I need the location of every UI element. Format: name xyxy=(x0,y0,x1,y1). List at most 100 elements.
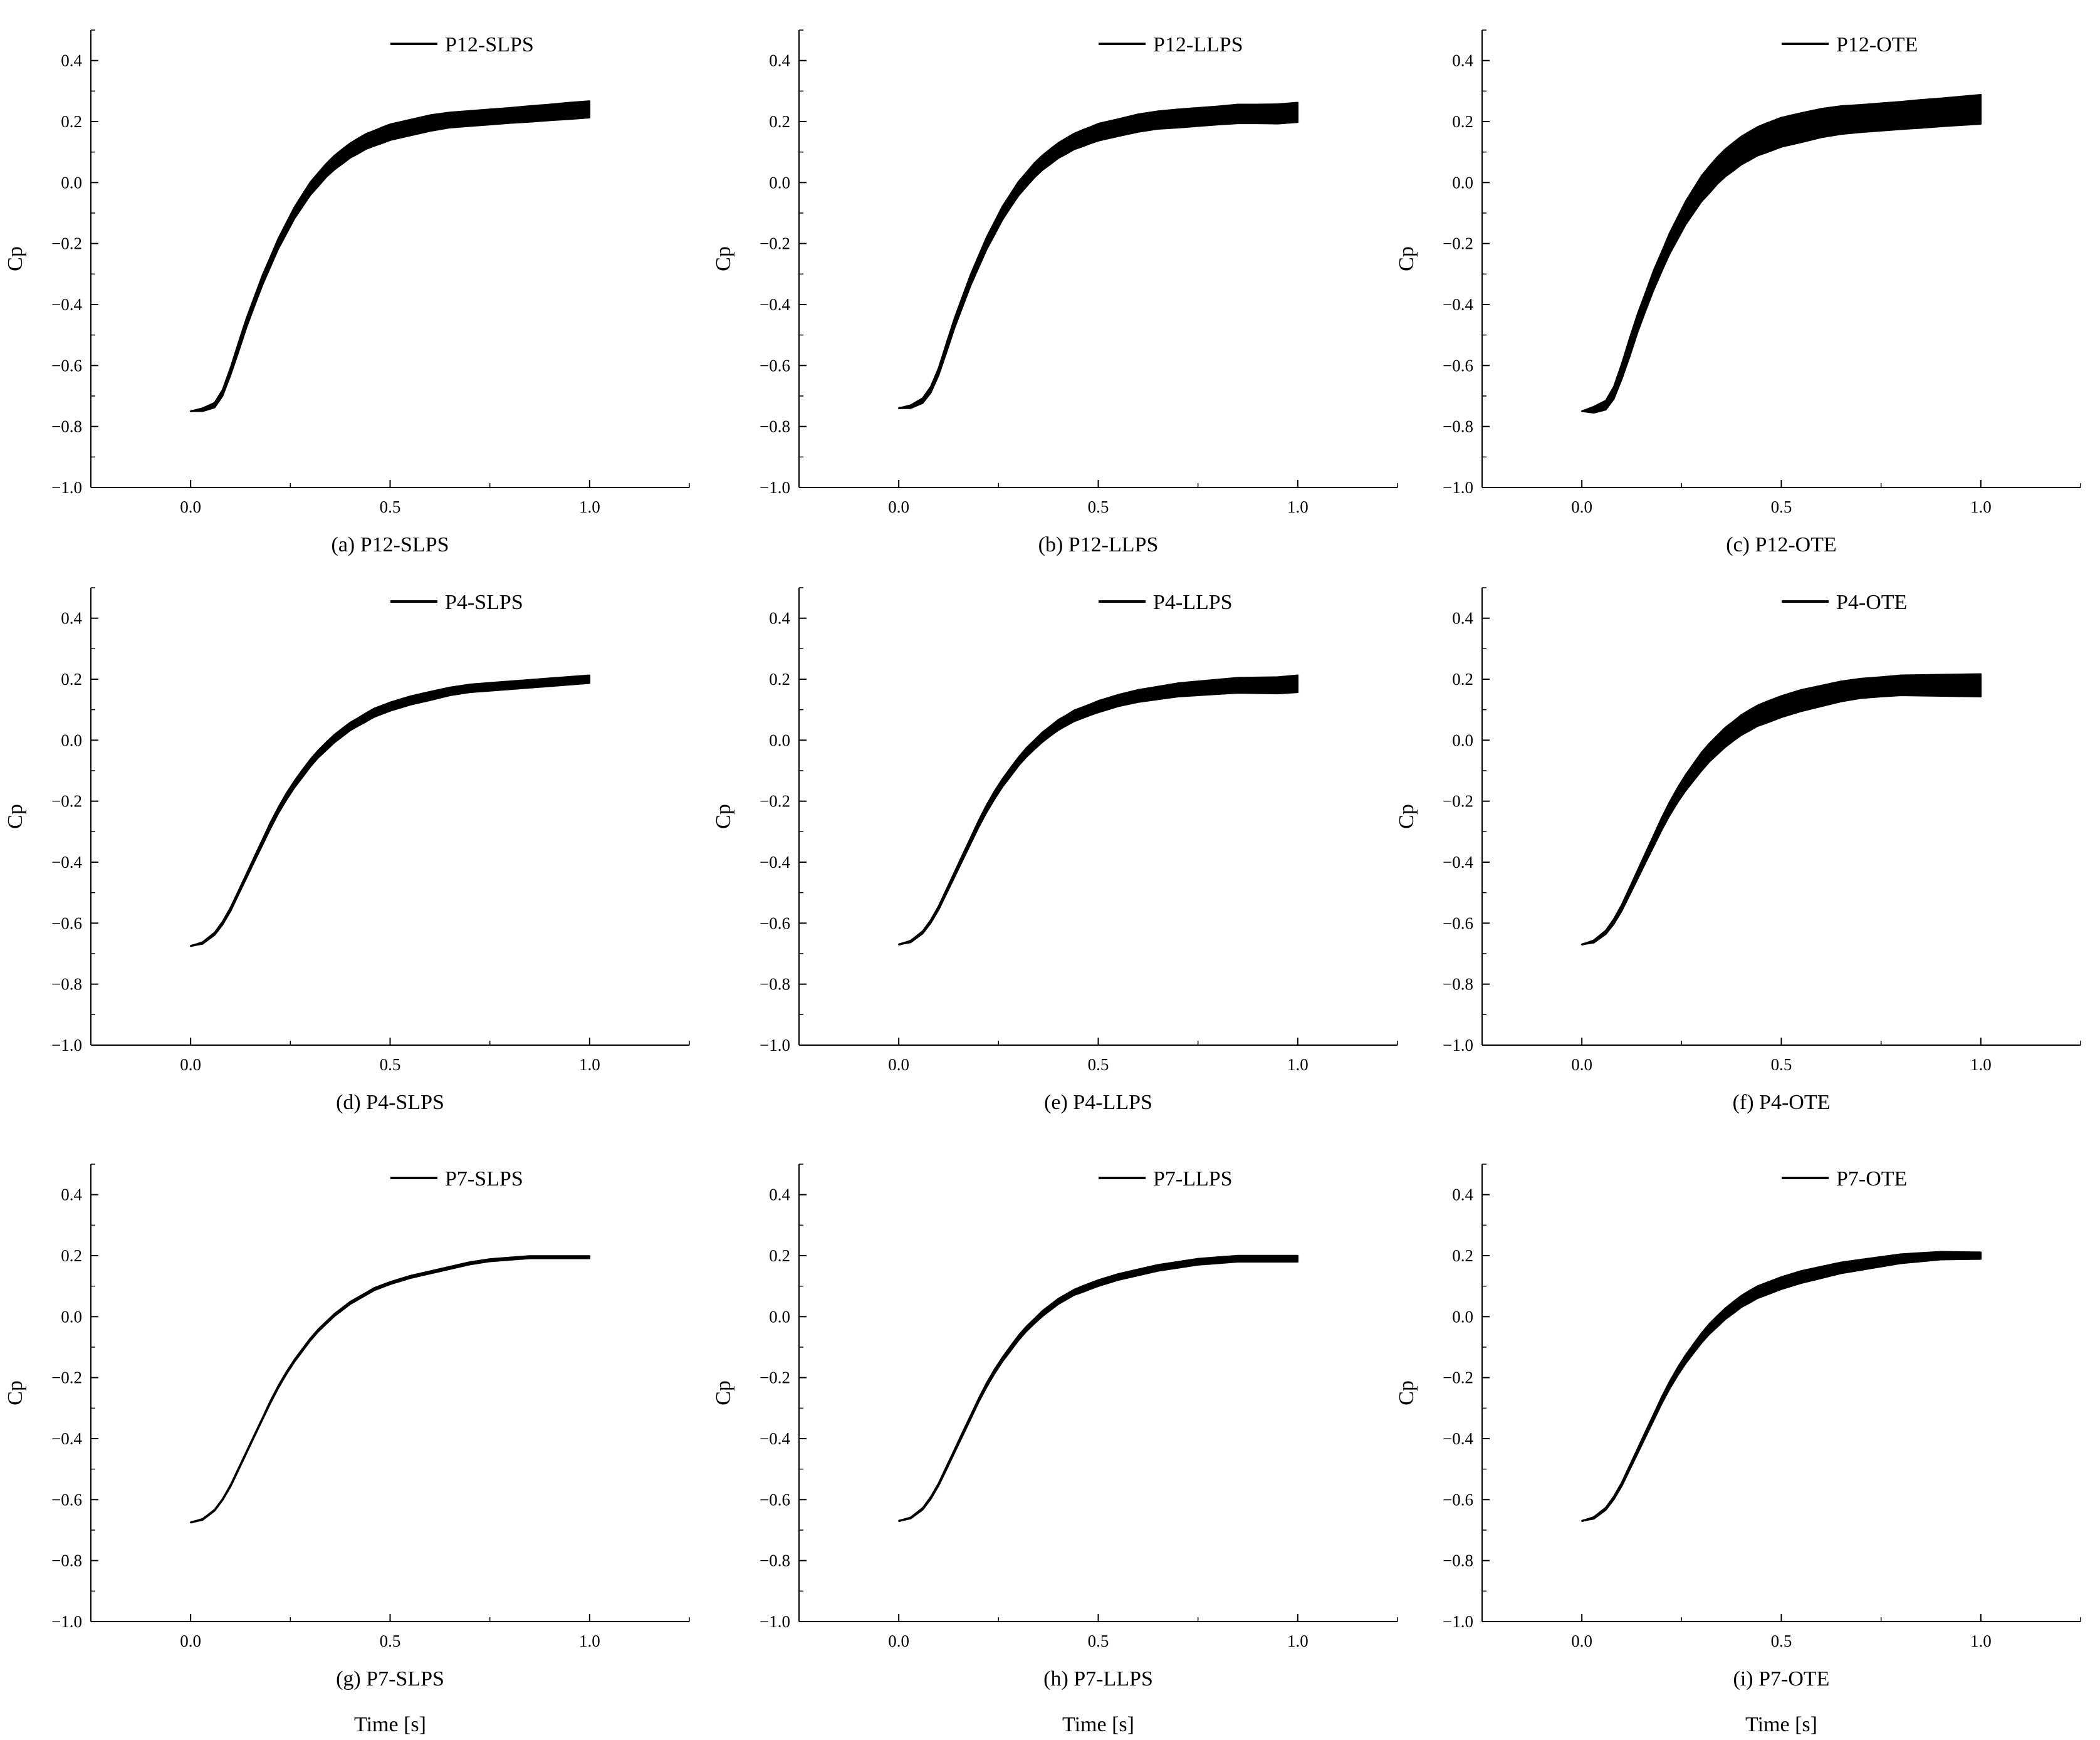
panel-caption: (a) P12-SLPS xyxy=(332,533,449,556)
y-tick-label: 0.0 xyxy=(769,173,790,192)
x-axis-label: Time [s] xyxy=(354,1713,426,1736)
x-axis-label: Time [s] xyxy=(1062,1713,1134,1736)
x-tick-label: 1.0 xyxy=(1970,498,1992,516)
panel-caption: (h) P7-LLPS xyxy=(1043,1667,1153,1691)
x-tick-label: 0.5 xyxy=(1088,1632,1109,1650)
y-tick-label: −0.8 xyxy=(760,417,790,436)
panel-caption: (d) P4-SLPS xyxy=(336,1091,444,1114)
legend-label: P12-SLPS xyxy=(445,33,534,56)
y-tick-label: −1.0 xyxy=(51,1036,82,1055)
y-tick-label: 0.0 xyxy=(769,1307,790,1326)
x-tick-label: 1.0 xyxy=(579,1632,600,1650)
y-tick-label: −0.2 xyxy=(1443,234,1473,253)
chart-panel-b: 0.4 0.2 0.0 −0.2 −0.4 −0.6 −0.8 −1.0 0.0 0.5 1.0 Cp… xyxy=(712,29,1398,556)
y-tick-label: 0.4 xyxy=(1452,609,1473,628)
y-tick-label: −1.0 xyxy=(1443,478,1473,497)
legend-label: P4-LLPS xyxy=(1153,591,1233,614)
x-tick-label: 0.0 xyxy=(888,498,909,516)
y-tick-label: −0.8 xyxy=(760,975,790,994)
y-tick-label: −1.0 xyxy=(760,1612,790,1631)
y-tick-label: −0.4 xyxy=(760,853,790,872)
series-line-P4-LLPS xyxy=(898,682,1298,946)
y-tick-label: 0.4 xyxy=(61,609,82,628)
y-tick-label: 0.0 xyxy=(1452,173,1473,192)
y-tick-label: 0.2 xyxy=(61,670,82,689)
y-tick-label: 0.0 xyxy=(769,731,790,749)
legend-label: P12-OTE xyxy=(1836,33,1918,56)
y-tick-label: −0.4 xyxy=(51,1429,82,1448)
y-tick-label: −0.6 xyxy=(51,1490,82,1509)
x-tick-label: 0.5 xyxy=(1771,1632,1792,1650)
panel-caption: (g) P7-SLPS xyxy=(336,1667,444,1691)
y-tick-label: −0.8 xyxy=(1443,1551,1473,1570)
y-tick-label: −0.6 xyxy=(1443,356,1473,375)
y-tick-label: 0.2 xyxy=(769,670,790,689)
y-tick-label: −0.8 xyxy=(760,1551,790,1570)
y-tick-label: 0.2 xyxy=(1452,1246,1473,1265)
y-tick-label: 0.4 xyxy=(769,1185,790,1204)
y-axis-label: Cp xyxy=(4,246,27,271)
series-band-P4-SLPS xyxy=(189,674,591,947)
series-line-P7-OTE xyxy=(1581,1254,1981,1523)
series-band-P12-OTE xyxy=(1580,93,1982,414)
x-tick-label: 0.5 xyxy=(1088,498,1109,516)
chart-panel-h: 0.4 0.2 0.0 −0.2 −0.4 −0.6 −0.8 −1.0 0.0 0.5 1.0 Cp… xyxy=(712,1164,1398,1736)
x-tick-label: 0.0 xyxy=(180,1055,201,1074)
x-tick-label: 0.0 xyxy=(1571,1632,1592,1650)
y-tick-label: 0.0 xyxy=(61,731,82,749)
x-tick-label: 0.5 xyxy=(1771,1055,1792,1074)
series-line-P12-SLPS xyxy=(190,108,590,413)
y-tick-label: 0.2 xyxy=(769,1246,790,1265)
x-tick-label: 0.5 xyxy=(1771,498,1792,516)
y-tick-label: −0.4 xyxy=(51,295,82,314)
y-tick-label: −0.6 xyxy=(1443,1490,1473,1509)
series-band-P7-LLPS xyxy=(897,1254,1299,1522)
y-tick-label: 0.2 xyxy=(61,112,82,131)
y-tick-label: −1.0 xyxy=(760,478,790,497)
x-tick-label: 1.0 xyxy=(1287,498,1309,516)
series-band-P12-LLPS xyxy=(897,102,1299,409)
x-axis-label: Time [s] xyxy=(1745,1713,1817,1736)
y-tick-label: −0.4 xyxy=(760,1429,790,1448)
panel-caption: (i) P7-OTE xyxy=(1733,1667,1830,1691)
y-axis-label: Cp xyxy=(712,1380,735,1405)
y-tick-label: −0.4 xyxy=(760,295,790,314)
series-line-P4-SLPS xyxy=(190,678,590,947)
x-tick-label: 1.0 xyxy=(1287,1632,1309,1650)
y-tick-label: 0.0 xyxy=(61,173,82,192)
y-tick-label: 0.2 xyxy=(1452,670,1473,689)
y-tick-label: −0.6 xyxy=(1443,914,1473,932)
y-axis-label: Cp xyxy=(4,1380,27,1405)
x-tick-label: 0.0 xyxy=(180,1632,201,1650)
y-tick-label: −0.4 xyxy=(1443,295,1473,314)
y-tick-label: −0.8 xyxy=(51,417,82,436)
series-band-P4-OTE xyxy=(1580,673,1982,946)
y-axis-label: Cp xyxy=(1395,246,1418,271)
chart-panel-d: 0.4 0.2 0.0 −0.2 −0.4 −0.6 −0.8 −1.0 0.0 0.5 1.0 Cp… xyxy=(4,587,690,1114)
y-tick-label: −0.6 xyxy=(51,914,82,932)
x-tick-label: 0.0 xyxy=(888,1055,909,1074)
y-tick-label: −1.0 xyxy=(1443,1036,1473,1055)
legend-label: P7-SLPS xyxy=(445,1167,523,1190)
x-tick-label: 0.5 xyxy=(380,498,401,516)
y-tick-label: 0.4 xyxy=(61,1185,82,1204)
y-tick-label: 0.0 xyxy=(61,1307,82,1326)
y-tick-label: −0.6 xyxy=(760,914,790,932)
series-line-P7-LLPS xyxy=(898,1258,1298,1523)
y-tick-label: 0.4 xyxy=(769,609,790,628)
y-tick-label: −0.4 xyxy=(1443,1429,1473,1448)
x-tick-label: 0.0 xyxy=(888,1632,909,1650)
y-tick-label: 0.2 xyxy=(769,112,790,131)
legend-label: P12-LLPS xyxy=(1153,33,1243,56)
y-tick-label: −0.2 xyxy=(1443,792,1473,811)
series-band-P7-OTE xyxy=(1580,1251,1982,1522)
y-tick-label: −1.0 xyxy=(760,1036,790,1055)
series-line-P12-OTE xyxy=(1581,108,1981,413)
y-tick-label: −0.6 xyxy=(760,1490,790,1509)
y-tick-label: −0.4 xyxy=(1443,853,1473,872)
chart-panel-e: 0.4 0.2 0.0 −0.2 −0.4 −0.6 −0.8 −1.0 0.0 0.5 1.0 Cp… xyxy=(712,587,1398,1114)
x-tick-label: 1.0 xyxy=(1970,1055,1992,1074)
y-tick-label: 0.4 xyxy=(769,51,790,70)
y-tick-label: −0.2 xyxy=(51,1368,82,1387)
chart-panel-i: 0.4 0.2 0.0 −0.2 −0.4 −0.6 −0.8 −1.0 0.0 0.5 1.0 Cp… xyxy=(1395,1164,2081,1736)
